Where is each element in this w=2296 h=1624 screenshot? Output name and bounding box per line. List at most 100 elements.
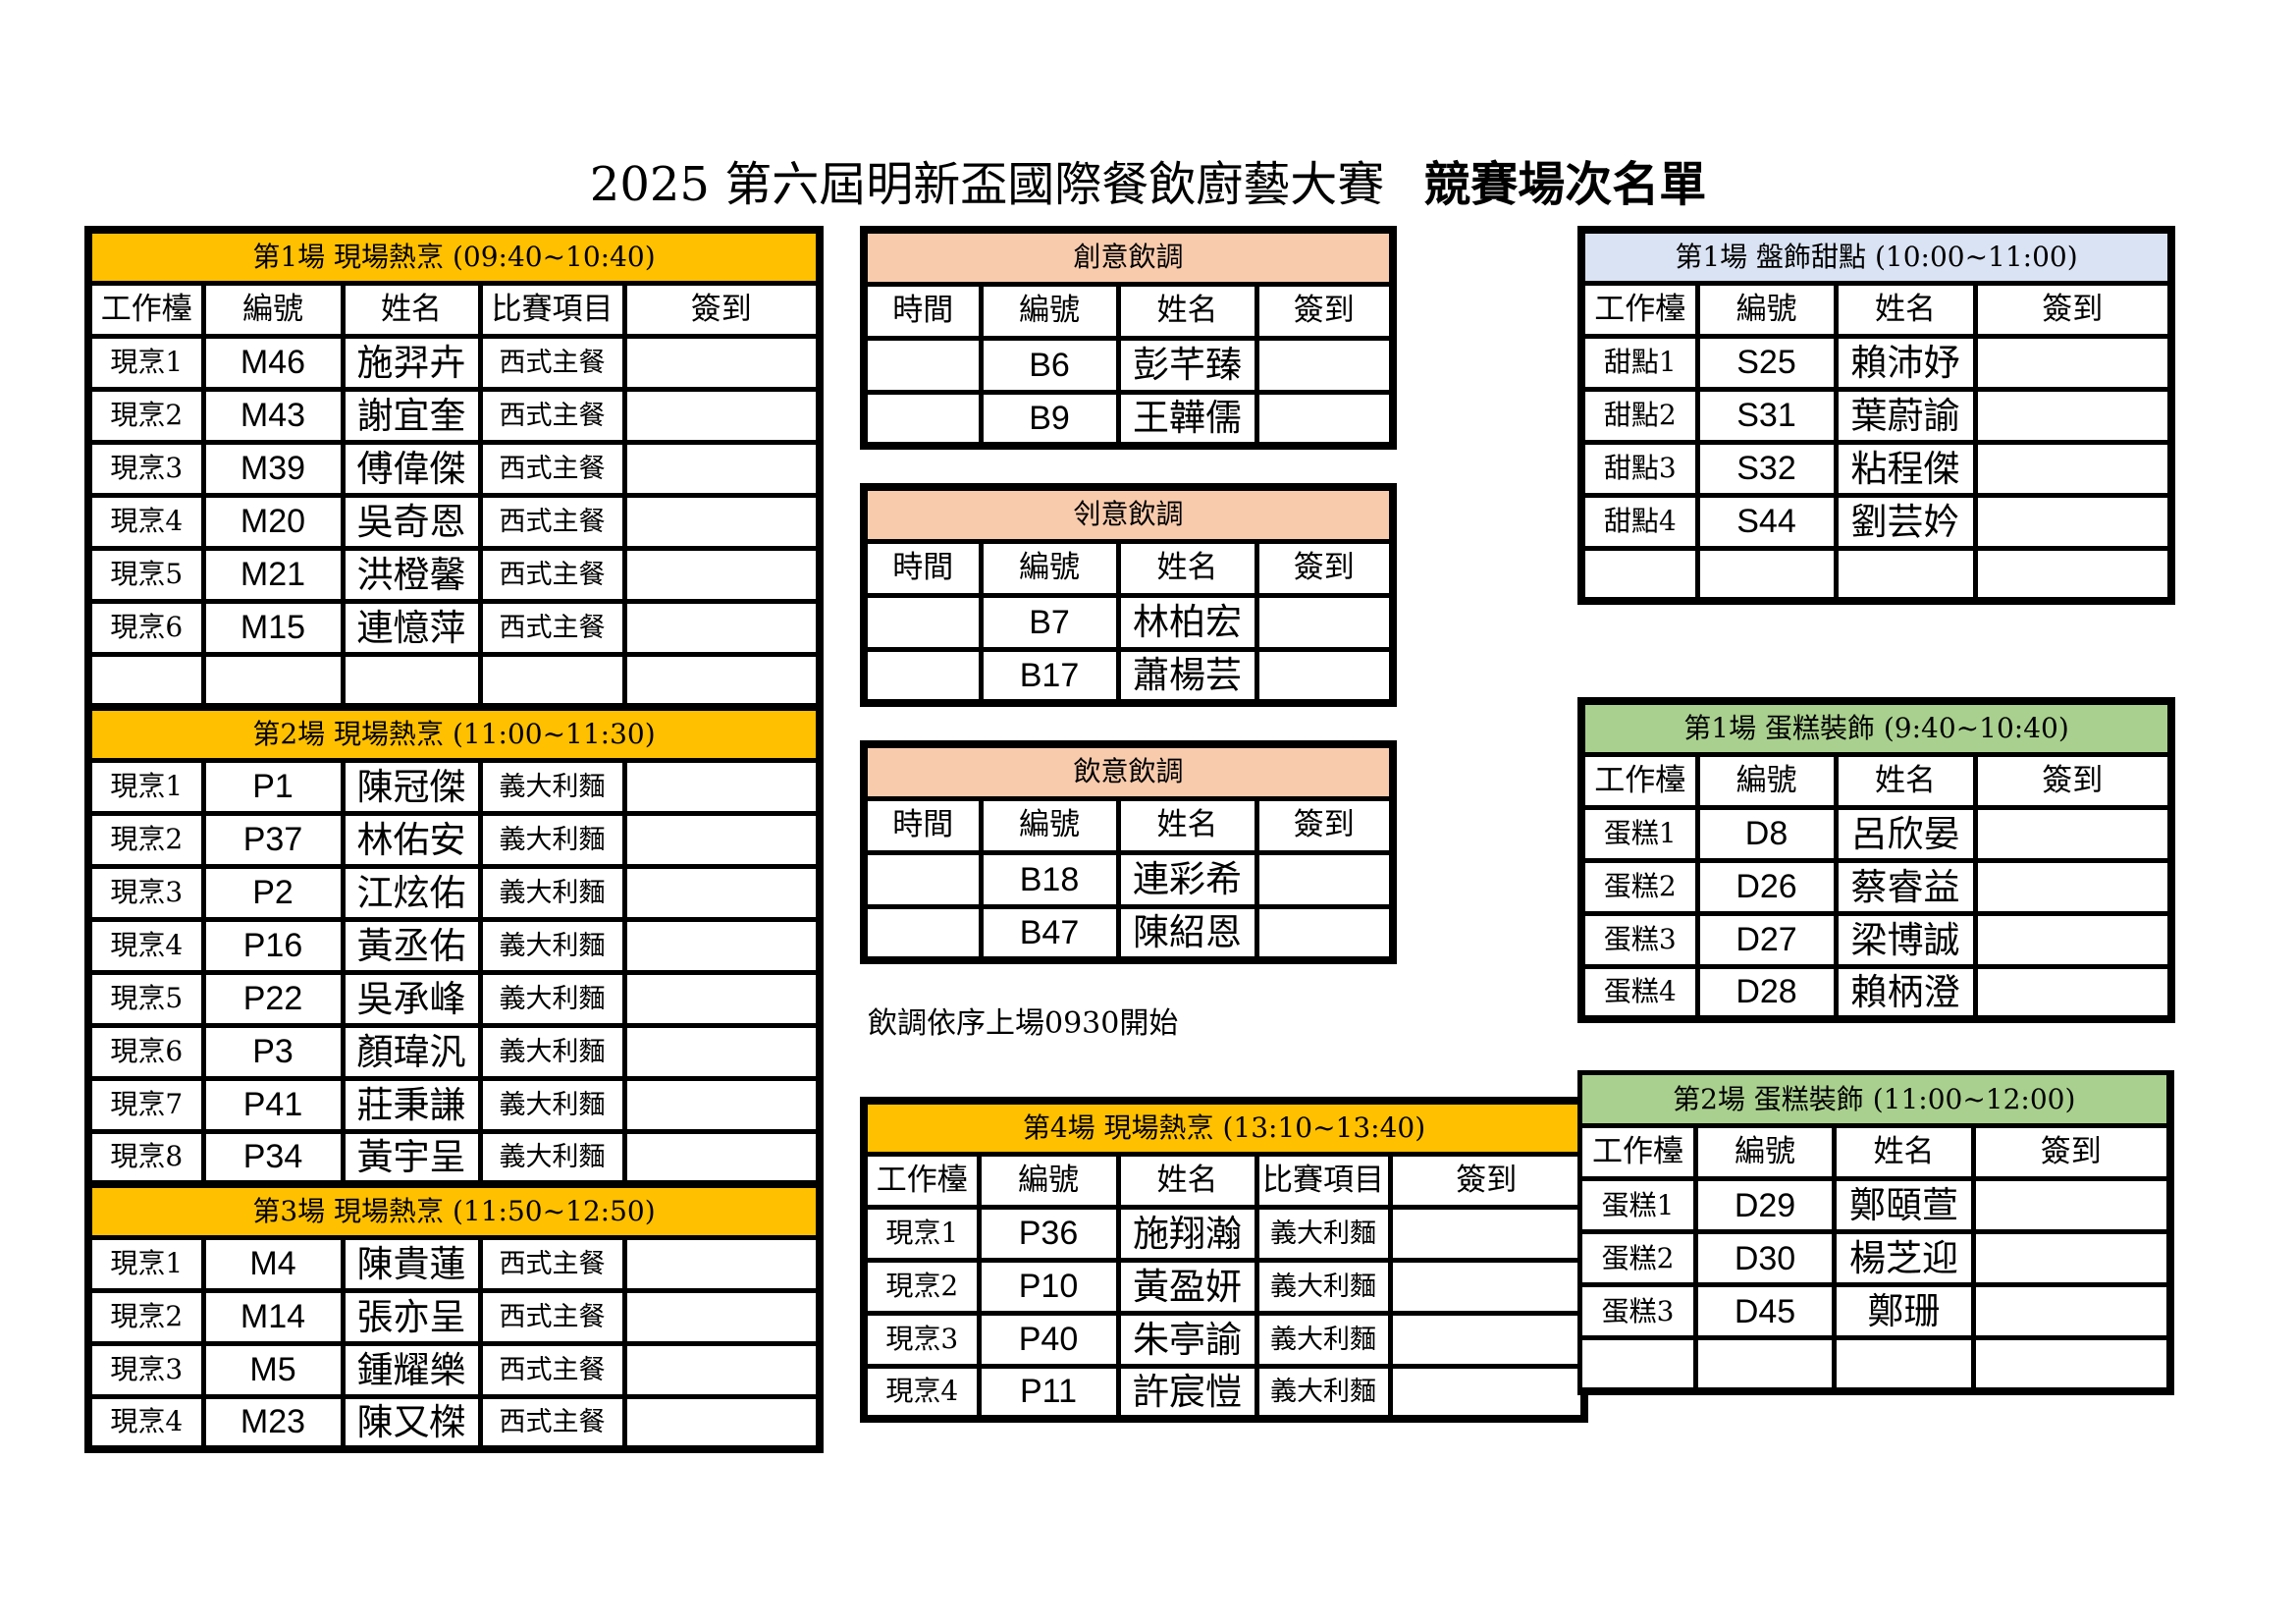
event-item-cell: 義大利麵 — [477, 757, 627, 816]
sign-in-cell[interactable] — [621, 1234, 823, 1293]
table-row: 現烹2 P10 黃盈妍 義大利麵 — [861, 1257, 1587, 1316]
sign-in-cell[interactable] — [1971, 1335, 2172, 1393]
sign-in-cell[interactable] — [621, 916, 823, 975]
entry-number-cell: P10 — [976, 1257, 1121, 1316]
column-header-contestant-name: 姓名 — [1833, 751, 1978, 810]
sign-in-cell[interactable] — [1971, 1229, 2172, 1287]
table-row: 蛋糕1 D8 呂欣晏 — [1578, 804, 2174, 863]
sign-in-cell[interactable] — [621, 492, 823, 551]
table-dessert1: 第1場 盤飾甜點 (10:00~11:00) 工作檯 編號 姓名 簽到 甜點1 S25 賴沛妤… — [1577, 226, 2175, 605]
sign-in-cell[interactable] — [1387, 1363, 1587, 1422]
column-header-workstation: 工作檯 — [861, 1151, 982, 1210]
sign-in-cell[interactable] — [1972, 333, 2174, 392]
sign-in-cell[interactable] — [621, 386, 823, 445]
sign-in-cell[interactable] — [621, 1287, 823, 1346]
column-header-event-item: 比賽項目 — [477, 280, 627, 339]
entry-number-cell: P36 — [976, 1204, 1121, 1263]
table-row: 現烹2 M43 謝宜奎 西式主餐 — [85, 386, 823, 445]
table-row: 蛋糕3 D27 梁博誠 — [1578, 910, 2174, 969]
sign-in-cell[interactable] — [1972, 804, 2174, 863]
entry-number-cell: P22 — [200, 969, 346, 1028]
time-cell — [861, 389, 984, 449]
sign-in-cell[interactable] — [1387, 1310, 1587, 1369]
sign-in-cell[interactable] — [1972, 545, 2174, 604]
column-header-row: 時間 編號 姓名 簽到 — [861, 538, 1396, 598]
page-title: 2025 第六屆明新盃國際餐飲廚藝大賽 競賽場次名單 — [0, 155, 2296, 214]
sign-in-cell[interactable] — [1971, 1176, 2172, 1234]
contestant-name-cell: 顏瑋汎 — [340, 1022, 483, 1081]
workstation-cell: 甜點2 — [1578, 386, 1700, 445]
column-header-entry-number: 編號 — [200, 280, 346, 339]
column-header-entry-number: 編號 — [1694, 280, 1839, 339]
sign-in-cell[interactable] — [621, 1340, 823, 1399]
event-item-cell: 西式主餐 — [477, 386, 627, 445]
contestant-name-cell — [1832, 1335, 1976, 1393]
sign-in-cell[interactable] — [1971, 1282, 2172, 1340]
workstation-cell: 現烹2 — [85, 810, 206, 869]
sign-in-cell[interactable] — [621, 1022, 823, 1081]
sign-in-cell[interactable] — [1254, 389, 1396, 449]
sign-in-cell[interactable] — [621, 1393, 823, 1452]
sign-in-cell[interactable] — [621, 757, 823, 816]
column-header-entry-number: 編號 — [978, 538, 1121, 598]
session-title-row: 創意飲調 — [861, 227, 1396, 287]
entry-number-cell: M46 — [200, 333, 346, 392]
workstation-cell: 現烹2 — [861, 1257, 982, 1316]
sign-in-cell[interactable] — [1972, 492, 2174, 551]
sign-in-cell[interactable] — [621, 333, 823, 392]
entry-number-cell: D29 — [1693, 1176, 1837, 1234]
contestant-name-cell: 陳紹恩 — [1115, 903, 1259, 963]
table-row: B6 彭芊臻 — [861, 335, 1396, 395]
event-item-cell: 西式主餐 — [477, 333, 627, 392]
sign-in-cell[interactable] — [621, 863, 823, 922]
sign-in-cell[interactable] — [1972, 910, 2174, 969]
entry-number-cell: D28 — [1694, 963, 1839, 1022]
column-header-contestant-name: 姓名 — [1115, 795, 1259, 855]
session-title-row: 第2場 現場熱烹 (11:00~11:30) — [85, 704, 823, 763]
entry-number-cell: M21 — [200, 545, 346, 604]
sign-in-cell[interactable] — [1254, 646, 1396, 706]
event-item-cell: 西式主餐 — [477, 545, 627, 604]
contestant-name-cell: 楊芝迎 — [1832, 1229, 1976, 1287]
sign-in-cell[interactable] — [1972, 386, 2174, 445]
contestant-name-cell — [1833, 545, 1978, 604]
sign-in-cell[interactable] — [621, 545, 823, 604]
entry-number-cell: P3 — [200, 1022, 346, 1081]
sign-in-cell[interactable] — [1972, 963, 2174, 1022]
sign-in-cell[interactable] — [1972, 857, 2174, 916]
column-header-contestant-name: 姓名 — [1115, 1151, 1259, 1210]
sign-in-cell[interactable] — [1254, 592, 1396, 652]
workstation-cell: 現烹8 — [85, 1128, 206, 1187]
workstation-cell: 蛋糕3 — [1578, 910, 1700, 969]
contestant-name-cell: 鄭頤萱 — [1832, 1176, 1976, 1234]
event-item-cell: 西式主餐 — [477, 1393, 627, 1452]
session-title: 第1場 盤飾甜點 (10:00~11:00) — [1578, 227, 2174, 286]
session-title-row: 飲意飲調 — [861, 741, 1396, 801]
event-item-cell: 義大利麵 — [1254, 1257, 1393, 1316]
sign-in-cell[interactable] — [1972, 439, 2174, 498]
sign-in-cell[interactable] — [621, 810, 823, 869]
table-drink1: 創意飲調 時間 編號 姓名 簽到 B6 彭芊臻 B9 王韡儒 — [860, 226, 1397, 450]
sign-in-cell[interactable] — [1387, 1204, 1587, 1263]
sign-in-cell[interactable] — [1387, 1257, 1587, 1316]
workstation-cell: 現烹1 — [861, 1204, 982, 1263]
contestant-name-cell: 林柏宏 — [1115, 592, 1259, 652]
column-header-contestant-name: 姓名 — [1115, 538, 1259, 598]
sign-in-cell[interactable] — [1254, 903, 1396, 963]
contestant-name-cell: 江炫佑 — [340, 863, 483, 922]
sign-in-cell[interactable] — [621, 598, 823, 657]
sign-in-cell[interactable] — [621, 439, 823, 498]
sign-in-cell[interactable] — [621, 1128, 823, 1187]
workstation-cell: 甜點1 — [1578, 333, 1700, 392]
sign-in-cell[interactable] — [621, 651, 823, 710]
sign-in-cell[interactable] — [1254, 335, 1396, 395]
contestant-name-cell: 吳承峰 — [340, 969, 483, 1028]
session-title: 第3場 現場熱烹 (11:50~12:50) — [85, 1181, 823, 1240]
event-item-cell: 西式主餐 — [477, 1234, 627, 1293]
workstation-cell: 甜點3 — [1578, 439, 1700, 498]
sign-in-cell[interactable] — [1254, 849, 1396, 909]
sign-in-cell[interactable] — [621, 1075, 823, 1134]
workstation-cell: 現烹6 — [85, 1022, 206, 1081]
event-item-cell: 義大利麵 — [477, 863, 627, 922]
sign-in-cell[interactable] — [621, 969, 823, 1028]
